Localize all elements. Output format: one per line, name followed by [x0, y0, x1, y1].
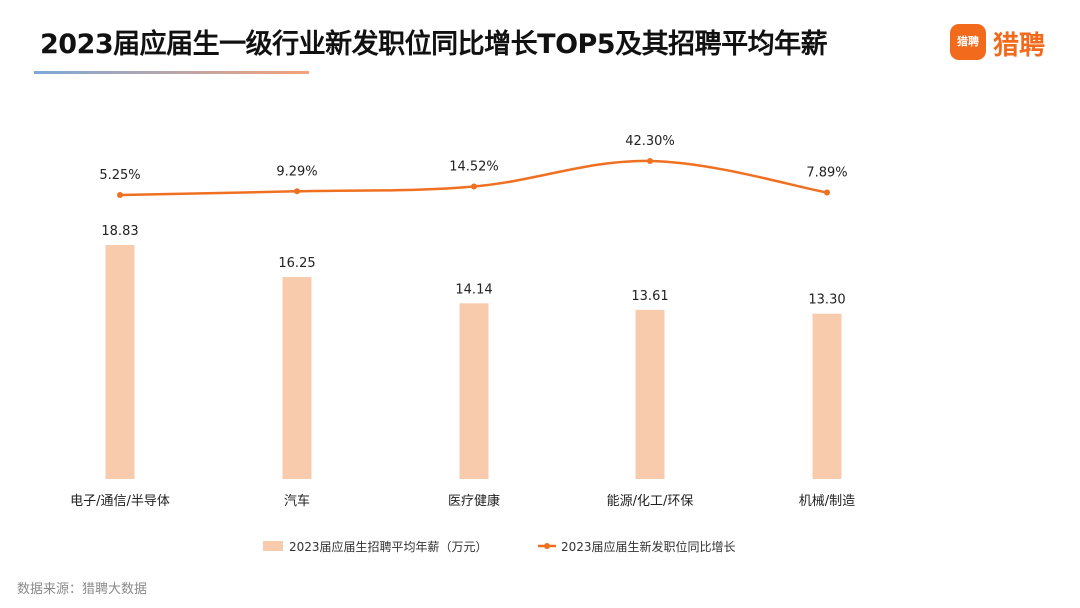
bar: [812, 313, 842, 479]
line-point: [294, 188, 300, 195]
category-label: 汽车: [284, 493, 310, 509]
line-value-label: 5.25%: [99, 168, 140, 183]
page-title: 2023届应届生一级行业新发职位同比增长TOP5及其招聘平均年薪: [40, 29, 828, 60]
bar: [459, 303, 489, 479]
bar: [635, 309, 665, 479]
legend-line-marker: [544, 543, 550, 549]
legend-line-label: 2023届应届生新发职位同比增长: [561, 539, 736, 554]
data-source-note: 数据来源：猎聘大数据: [17, 582, 148, 597]
category-label: 能源/化工/环保: [607, 494, 694, 509]
line-value-label: 9.29%: [276, 164, 317, 179]
logo-brand-text: 猎聘: [993, 31, 1046, 61]
bar-value-label: 13.61: [631, 289, 668, 304]
line-value-label: 7.89%: [806, 166, 847, 181]
bar-value-label: 18.83: [101, 224, 138, 239]
line-point: [117, 191, 123, 198]
category-label: 电子/通信/半导体: [70, 494, 170, 509]
bar: [282, 277, 312, 479]
legend-bar-swatch: [263, 541, 283, 551]
line-point: [647, 157, 653, 164]
bar: [105, 245, 135, 479]
title-underline: [34, 71, 309, 74]
line-value-label: 14.52%: [449, 159, 499, 174]
line-point: [471, 183, 477, 190]
category-label: 医疗健康: [448, 493, 500, 509]
line-point: [824, 189, 830, 196]
logo-badge-icon: 猎聘: [950, 24, 986, 60]
bar-value-label: 14.14: [455, 282, 492, 297]
brand-logo: 猎聘 猎聘: [950, 24, 1060, 64]
category-label: 机械/制造: [799, 494, 855, 509]
bar-value-label: 13.30: [808, 293, 845, 308]
bar-value-label: 16.25: [278, 256, 315, 271]
line-value-label: 42.30%: [625, 134, 675, 149]
legend-bar-label: 2023届应届生招聘平均年薪（万元）: [289, 539, 488, 554]
